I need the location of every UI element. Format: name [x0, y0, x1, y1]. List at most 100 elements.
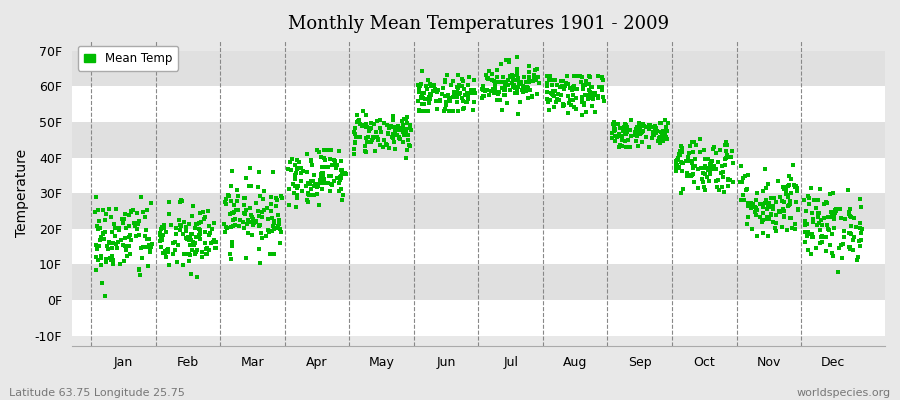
- Point: [618, 120, 633, 127]
- Point: [183, 235, 197, 241]
- Point: [639, 134, 653, 140]
- Point: [671, 163, 686, 170]
- Point: [307, 191, 321, 198]
- Point: [546, 93, 561, 99]
- Point: [414, 81, 428, 88]
- Point: [826, 253, 841, 259]
- Point: [428, 86, 442, 92]
- Point: [630, 126, 644, 132]
- Point: [709, 150, 724, 156]
- Point: [162, 198, 176, 205]
- Point: [672, 150, 687, 157]
- Point: [682, 172, 697, 178]
- Point: [509, 86, 524, 92]
- Point: [669, 158, 683, 164]
- Point: [335, 168, 349, 174]
- Point: [783, 197, 797, 204]
- Point: [192, 226, 206, 232]
- Point: [702, 164, 716, 170]
- Point: [452, 82, 466, 88]
- Point: [154, 236, 168, 242]
- Point: [630, 127, 644, 133]
- Point: [122, 243, 137, 249]
- Point: [776, 206, 790, 212]
- Point: [124, 237, 139, 244]
- Point: [742, 200, 756, 206]
- Point: [226, 217, 240, 224]
- Point: [620, 124, 634, 130]
- Point: [418, 96, 432, 102]
- Point: [167, 246, 182, 253]
- Point: [827, 225, 842, 232]
- Point: [853, 196, 868, 202]
- Point: [283, 159, 297, 165]
- Point: [413, 83, 428, 90]
- Point: [152, 238, 166, 245]
- Point: [632, 126, 646, 132]
- Point: [350, 119, 365, 125]
- Point: [675, 145, 689, 151]
- Point: [347, 139, 362, 145]
- Point: [321, 164, 336, 170]
- Point: [244, 212, 258, 219]
- Point: [274, 229, 288, 235]
- Point: [93, 236, 107, 243]
- Point: [806, 218, 820, 225]
- Point: [140, 244, 154, 250]
- Point: [412, 84, 427, 91]
- Point: [530, 66, 544, 72]
- Point: [335, 196, 349, 203]
- Point: [154, 226, 168, 232]
- Point: [412, 89, 427, 95]
- Point: [110, 244, 124, 251]
- Point: [642, 126, 656, 132]
- Point: [186, 238, 201, 245]
- Point: [312, 148, 327, 155]
- Point: [673, 152, 688, 158]
- Point: [543, 72, 557, 79]
- Point: [826, 190, 841, 196]
- Point: [772, 208, 787, 214]
- Point: [698, 164, 713, 171]
- Point: [202, 223, 217, 229]
- Point: [288, 176, 302, 182]
- Point: [827, 206, 842, 213]
- Point: [177, 251, 192, 257]
- Point: [315, 170, 329, 176]
- Point: [224, 183, 238, 190]
- Point: [229, 216, 243, 222]
- Point: [518, 74, 532, 80]
- Point: [488, 86, 502, 93]
- Point: [518, 88, 533, 94]
- Point: [583, 92, 598, 99]
- Point: [245, 232, 259, 238]
- Point: [511, 84, 526, 90]
- Point: [806, 234, 820, 240]
- Point: [786, 162, 800, 168]
- Point: [546, 92, 561, 98]
- Point: [484, 88, 499, 94]
- Point: [252, 246, 266, 252]
- Point: [312, 180, 327, 186]
- Point: [179, 234, 194, 241]
- Point: [108, 206, 122, 213]
- Point: [636, 127, 651, 134]
- Point: [466, 107, 481, 113]
- Point: [761, 204, 776, 210]
- Point: [608, 126, 623, 132]
- Point: [586, 96, 600, 102]
- Point: [253, 193, 267, 199]
- Point: [225, 168, 239, 174]
- Point: [831, 268, 845, 275]
- Point: [396, 116, 410, 122]
- Point: [500, 76, 515, 83]
- Point: [649, 130, 663, 136]
- Point: [316, 147, 330, 154]
- Point: [195, 209, 210, 215]
- Point: [551, 91, 565, 98]
- Point: [185, 203, 200, 209]
- Point: [198, 214, 212, 220]
- Point: [607, 127, 621, 134]
- Point: [255, 214, 269, 220]
- Point: [833, 241, 848, 248]
